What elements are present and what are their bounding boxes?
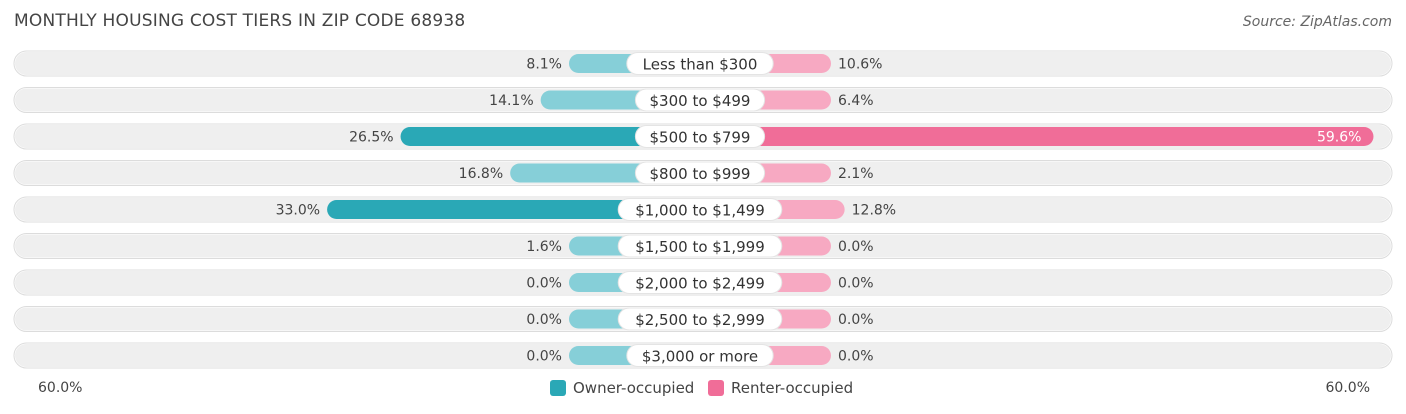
legend-label-renter: Renter-occupied <box>731 379 854 397</box>
axis-label-right: 60.0% <box>1325 380 1370 396</box>
legend-swatch-owner <box>550 380 566 396</box>
renter-value-label: 59.6% <box>1317 130 1361 146</box>
renter-value-label: 10.6% <box>838 57 882 73</box>
renter-value-label: 6.4% <box>838 93 874 109</box>
renter-bar <box>700 127 1374 146</box>
category-pill <box>634 125 766 148</box>
category-pill <box>634 88 766 112</box>
category-pill <box>634 161 766 185</box>
owner-bar <box>400 127 700 146</box>
category-label: $2,000 to $2,499 <box>635 275 765 293</box>
axis-label-left: 60.0% <box>38 380 83 396</box>
owner-value-label: 0.0% <box>526 276 562 292</box>
owner-value-label: 16.8% <box>459 166 503 182</box>
category-label: $3,000 or more <box>642 348 758 366</box>
owner-value-label: 8.1% <box>526 57 562 73</box>
category-label: $300 to $499 <box>650 92 751 110</box>
category-pill <box>626 52 774 75</box>
category-pill <box>617 307 783 331</box>
legend-item-owner: Owner-occupied <box>550 379 694 397</box>
chart-title: MONTHLY HOUSING COST TIERS IN ZIP CODE 6… <box>14 11 466 31</box>
category-label: $2,500 to $2,999 <box>635 311 765 329</box>
legend-label-owner: Owner-occupied <box>573 379 695 397</box>
category-label: Less than $300 <box>643 56 758 74</box>
renter-value-label: 0.0% <box>838 349 874 365</box>
legend-item-renter: Renter-occupied <box>708 379 853 397</box>
category-pill <box>617 234 783 258</box>
renter-value-label: 0.0% <box>838 312 874 328</box>
legend: Owner-occupied Renter-occupied <box>0 379 1406 399</box>
source-credit: Source: ZipAtlas.com <box>1242 14 1392 30</box>
category-pill <box>617 198 783 221</box>
renter-value-label: 2.1% <box>838 166 874 182</box>
owner-value-label: 26.5% <box>349 130 393 146</box>
legend-swatch-renter <box>708 380 724 396</box>
renter-value-label: 12.8% <box>852 203 896 219</box>
category-label: $500 to $799 <box>650 129 751 147</box>
owner-value-label: 0.0% <box>526 349 562 365</box>
owner-value-label: 1.6% <box>526 239 562 255</box>
owner-bar <box>327 200 700 219</box>
renter-value-label: 0.0% <box>838 239 874 255</box>
owner-value-label: 33.0% <box>276 203 320 219</box>
chart-canvas: 8.1% 10.6% Less than $300 14.1% 6.4% $300 to … <box>13 50 1393 369</box>
category-label: $1,500 to $1,999 <box>635 238 765 256</box>
renter-value-label: 0.0% <box>838 276 874 292</box>
category-label: $800 to $999 <box>650 165 751 183</box>
category-pill <box>617 271 783 294</box>
category-pill <box>626 344 774 367</box>
category-label: $1,000 to $1,499 <box>635 202 765 220</box>
owner-value-label: 0.0% <box>526 312 562 328</box>
owner-value-label: 14.1% <box>489 93 533 109</box>
